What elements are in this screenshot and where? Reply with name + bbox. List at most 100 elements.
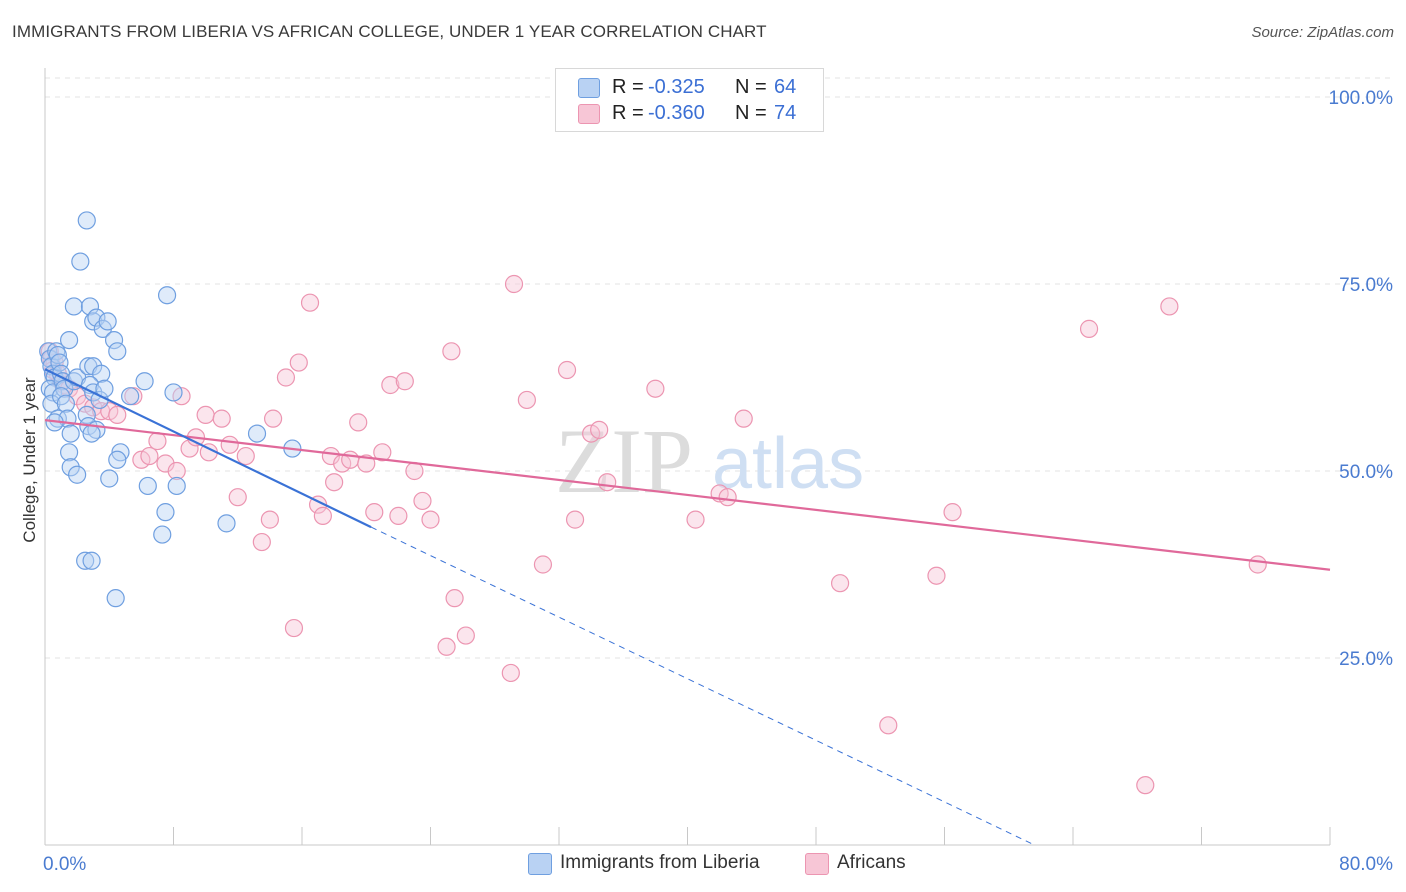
- n-value: 74: [774, 102, 797, 124]
- data-point-liberia: [59, 443, 79, 462]
- data-point-liberia: [61, 424, 80, 443]
- data-point-africans: [413, 491, 432, 511]
- data-point-liberia: [108, 342, 127, 361]
- data-point-africans: [598, 473, 617, 492]
- data-point-africans: [108, 405, 127, 424]
- data-point-africans: [504, 274, 524, 294]
- data-point-liberia: [50, 353, 69, 372]
- series-liberia-points: [39, 211, 302, 608]
- data-point-africans: [252, 532, 271, 552]
- data-point-africans: [325, 473, 344, 492]
- data-point-liberia: [56, 394, 75, 413]
- data-point-liberia: [104, 331, 124, 350]
- data-point-africans: [389, 506, 408, 525]
- data-point-africans: [263, 409, 283, 428]
- data-point-liberia: [68, 465, 87, 484]
- data-point-africans: [284, 618, 304, 638]
- data-point-africans: [1160, 297, 1179, 316]
- x-tick-label: 0.0%: [43, 854, 86, 875]
- data-point-liberia: [153, 525, 172, 544]
- series-africans-points: [40, 274, 1267, 795]
- data-point-africans: [501, 663, 520, 683]
- data-point-liberia: [48, 345, 67, 365]
- data-point-liberia: [108, 450, 127, 469]
- data-point-africans: [300, 293, 320, 312]
- trend-line-africans: [44, 419, 1331, 571]
- data-point-liberia: [76, 551, 95, 570]
- data-point-africans: [395, 372, 414, 391]
- data-point-liberia: [77, 211, 96, 230]
- data-point-africans: [442, 342, 461, 361]
- y-tick-label: 25.0%: [1339, 649, 1393, 670]
- data-point-africans: [365, 503, 384, 522]
- legend-swatch-africans: [805, 853, 829, 875]
- data-point-africans: [1136, 776, 1155, 795]
- r-label: R =: [612, 76, 644, 98]
- data-point-africans: [533, 555, 553, 574]
- data-point-africans: [686, 510, 705, 529]
- trend-line-liberia: [44, 368, 372, 529]
- data-point-africans: [445, 589, 464, 608]
- data-point-africans: [405, 461, 424, 481]
- data-point-liberia: [42, 394, 61, 413]
- data-point-africans: [879, 716, 898, 735]
- data-point-liberia: [59, 331, 79, 350]
- source-label: Source: ZipAtlas.com: [1251, 24, 1394, 41]
- data-point-africans: [140, 446, 159, 466]
- data-point-liberia: [157, 286, 177, 305]
- x-tick-label: 80.0%: [1339, 854, 1393, 875]
- n-label: N =: [735, 102, 767, 124]
- data-point-liberia: [156, 503, 175, 522]
- data-point-africans: [1248, 555, 1267, 574]
- data-point-africans: [228, 488, 247, 507]
- data-point-liberia: [61, 458, 80, 477]
- data-point-liberia: [82, 551, 101, 570]
- data-point-africans: [349, 413, 368, 432]
- r-label: R =: [612, 102, 644, 124]
- legend-label: Immigrants from Liberia: [560, 852, 760, 873]
- data-point-africans: [646, 379, 665, 398]
- data-point-africans: [167, 461, 186, 481]
- trend-lines: [44, 368, 1331, 846]
- data-point-africans: [517, 390, 536, 410]
- data-point-africans: [260, 510, 279, 529]
- tick-labels: 25.0% 50.0% 75.0% 100.0% 0.0% 80.0%: [43, 88, 1393, 875]
- data-point-liberia: [167, 476, 186, 496]
- data-point-africans: [718, 488, 737, 507]
- watermark-atlas: atlas: [712, 424, 864, 504]
- data-point-africans: [1079, 319, 1099, 338]
- data-point-liberia: [247, 424, 267, 443]
- trend-line-liberia-extension: [370, 526, 1035, 846]
- data-point-africans: [734, 409, 753, 428]
- data-point-africans: [927, 566, 946, 585]
- y-tick-label: 75.0%: [1339, 275, 1393, 296]
- data-point-africans: [357, 454, 376, 473]
- legend-stats: R = -0.325 N = 64 R = -0.360 N = 74: [555, 68, 824, 132]
- gridlines: [45, 77, 1390, 659]
- data-point-africans: [830, 574, 850, 593]
- data-point-africans: [212, 409, 231, 428]
- data-point-liberia: [64, 297, 84, 316]
- data-point-africans: [236, 446, 255, 466]
- data-point-liberia: [164, 383, 183, 402]
- data-point-africans: [590, 420, 609, 439]
- data-point-liberia: [100, 469, 119, 488]
- data-point-africans: [565, 510, 585, 529]
- r-value: -0.325: [648, 76, 705, 98]
- y-tick-label: 100.0%: [1329, 88, 1394, 109]
- legend-swatch-liberia: [578, 78, 600, 98]
- data-point-liberia: [106, 589, 125, 608]
- legend-label: Africans: [837, 852, 906, 873]
- data-point-liberia: [98, 312, 117, 331]
- data-point-liberia: [121, 387, 140, 406]
- y-tick-label: 50.0%: [1339, 462, 1393, 483]
- data-point-africans: [313, 506, 332, 525]
- legend-swatch-africans: [578, 104, 600, 124]
- data-point-africans: [381, 375, 400, 395]
- data-point-liberia: [217, 514, 236, 533]
- data-point-africans: [220, 435, 239, 454]
- y-axis-label: College, Under 1 year: [20, 377, 39, 543]
- watermark-zip: ZIP: [555, 410, 693, 512]
- data-point-africans: [456, 626, 475, 645]
